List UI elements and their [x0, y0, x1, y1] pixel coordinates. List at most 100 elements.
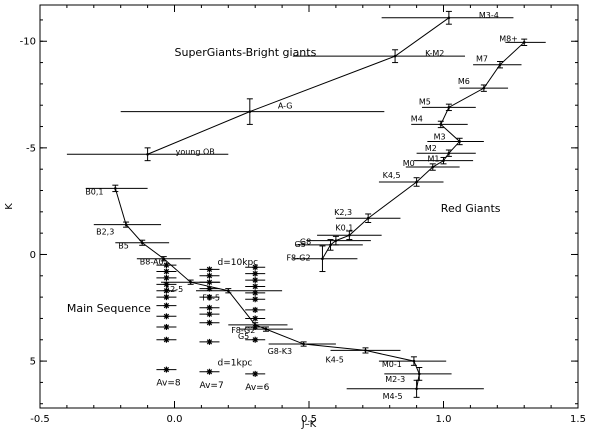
asterisk-marker — [206, 319, 213, 326]
asterisk-stroke — [252, 277, 258, 283]
y-tick-label: -5 — [26, 143, 36, 154]
point-young-ob — [146, 152, 149, 156]
point-b0-1 — [114, 187, 117, 190]
asterisk-stroke — [163, 337, 170, 343]
point-label-m5: M5 — [419, 97, 431, 106]
asterisk-marker — [206, 272, 213, 279]
point-k2-3 — [366, 216, 370, 220]
point-label-b0-1: B0,1 — [85, 187, 103, 196]
x-axis-label: J–K — [301, 419, 317, 430]
point-label-g5: G5 — [295, 240, 306, 249]
point-label-k4-5: K4,5 — [383, 171, 401, 180]
asterisk-stroke — [163, 324, 170, 330]
asterisk-stroke — [206, 311, 213, 317]
asterisk-stroke — [163, 366, 170, 373]
asterisk-stroke — [206, 285, 213, 292]
x-tick-label: 0.0 — [167, 414, 183, 425]
point-label-g5: G5 — [238, 332, 249, 341]
asterisk-marker — [206, 368, 213, 375]
point-b2-3 — [124, 223, 128, 226]
region-label-main-sequence: Main Sequence — [67, 302, 151, 315]
asterisk-stroke — [163, 288, 170, 294]
asterisk-marker — [206, 294, 213, 301]
asterisk-stroke — [252, 307, 258, 313]
asterisk-marker — [252, 323, 259, 330]
x-tick-label: 1.5 — [570, 414, 586, 425]
point-label-a2-5: A2-5 — [165, 285, 184, 294]
asterisk-marker — [163, 323, 170, 330]
reddening-label-av-6: Av=6 — [245, 383, 269, 393]
point-label-m0: M0 — [403, 159, 415, 168]
y-tick-label: 5 — [30, 357, 36, 368]
asterisk-marker — [206, 311, 213, 318]
asterisk-stroke — [252, 324, 258, 330]
asterisk-stroke — [163, 303, 170, 309]
point-k4-5 — [415, 180, 418, 184]
point-g5 — [264, 327, 268, 331]
point-m1 — [442, 159, 445, 162]
asterisk-marker — [163, 262, 170, 269]
point-m4-5 — [415, 387, 418, 391]
asterisk-marker — [252, 283, 259, 290]
asterisk-stroke — [163, 262, 170, 268]
asterisk-stroke — [163, 281, 170, 287]
point-label-m0-1: M0-1 — [382, 360, 402, 369]
point-label-m6: M6 — [458, 77, 470, 86]
asterisk-marker — [163, 336, 170, 343]
markers-group — [114, 16, 526, 391]
point-label-m2-3: M2-3 — [385, 375, 405, 384]
point-m3-4 — [447, 16, 451, 20]
reddening-label-av-7: Av=7 — [199, 381, 223, 391]
asterisk-stroke — [163, 275, 170, 281]
point-m2 — [447, 151, 451, 155]
point-f8-g2 — [321, 257, 324, 261]
asterisk-marker — [163, 313, 170, 320]
asterisk-marker — [163, 268, 170, 275]
point-m8 — [522, 41, 526, 44]
asterisk-marker — [163, 294, 170, 301]
asterisk-stroke — [206, 279, 213, 285]
asterisk-stroke — [252, 283, 258, 290]
point-b5 — [140, 241, 144, 245]
point-b8-a0 — [162, 257, 166, 261]
point-m0-1 — [412, 359, 416, 363]
asterisk-stroke — [206, 369, 213, 375]
point-label-b5: B5 — [118, 242, 129, 251]
point-m3 — [458, 140, 461, 143]
point-label-m4-5: M4-5 — [383, 392, 403, 401]
asterisk-stroke — [252, 315, 258, 322]
asterisk-stroke — [163, 313, 170, 319]
asterisk-marker — [252, 296, 259, 303]
point-label-m7: M7 — [476, 55, 488, 64]
point-k0-1 — [348, 233, 351, 237]
point-label-f8-g2: F8-G2 — [286, 254, 310, 263]
axes-group: -0.5 0.0 0.5 1.0 1.5 5 0 -5 -10 — [20, 4, 586, 425]
asterisk-stroke — [206, 273, 213, 279]
asterisk-marker — [252, 289, 259, 296]
x-tick-label: 0.5 — [301, 414, 317, 425]
point-label-f8-g2: F8-G2 — [231, 326, 255, 335]
asterisk-stroke — [252, 296, 258, 302]
asterisk-marker — [163, 366, 170, 373]
point-m4 — [439, 123, 443, 126]
asterisk-stroke — [206, 266, 213, 273]
point-g5 — [329, 243, 332, 247]
region-label-red-giants: Red Giants — [441, 202, 501, 215]
asterisk-marker — [206, 285, 213, 292]
x-tick-label: 1.0 — [436, 414, 452, 425]
point-label-m1: M1 — [428, 155, 440, 164]
y-tick-label: -10 — [20, 37, 36, 48]
point-m7 — [498, 63, 502, 67]
asterisk-marker — [163, 302, 170, 309]
distance-label-1kpc: d=1kpc — [218, 358, 253, 368]
point-m6 — [482, 86, 486, 90]
asterisk-marker — [252, 370, 259, 377]
asterisk-marker — [252, 277, 259, 284]
point-label-m2: M2 — [425, 144, 437, 153]
asterisk-stroke — [163, 268, 170, 275]
point-k4-5 — [364, 349, 367, 352]
asterisk-marker — [163, 281, 170, 288]
sequence-line-0 — [147, 17, 450, 155]
asterisk-marker — [163, 287, 170, 294]
point-label-b8-a0: B8-A0 — [140, 258, 164, 267]
